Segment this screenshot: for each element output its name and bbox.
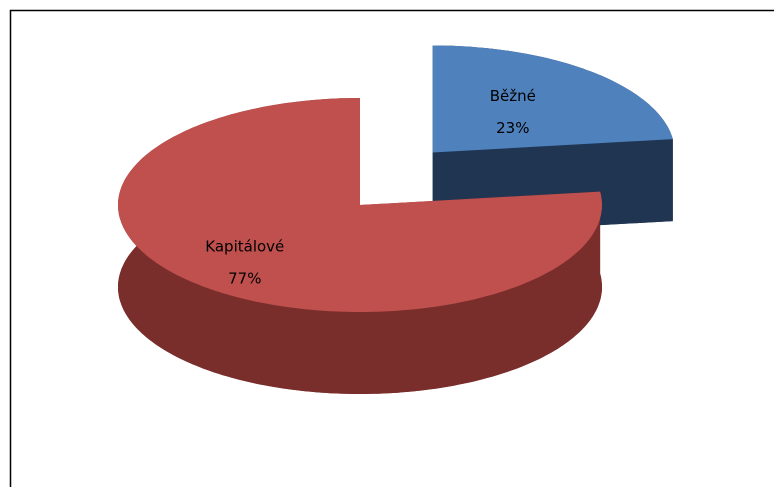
slice-label: Kapitálové bbox=[205, 237, 284, 255]
slice-top bbox=[432, 45, 673, 153]
slice-value-label: 23% bbox=[496, 119, 529, 137]
slice-value-label: 77% bbox=[228, 269, 261, 287]
chart-frame bbox=[9, 9, 774, 487]
pie-slice bbox=[118, 98, 602, 394]
slice-label: Běžné bbox=[490, 87, 536, 105]
slice-top bbox=[118, 98, 602, 312]
